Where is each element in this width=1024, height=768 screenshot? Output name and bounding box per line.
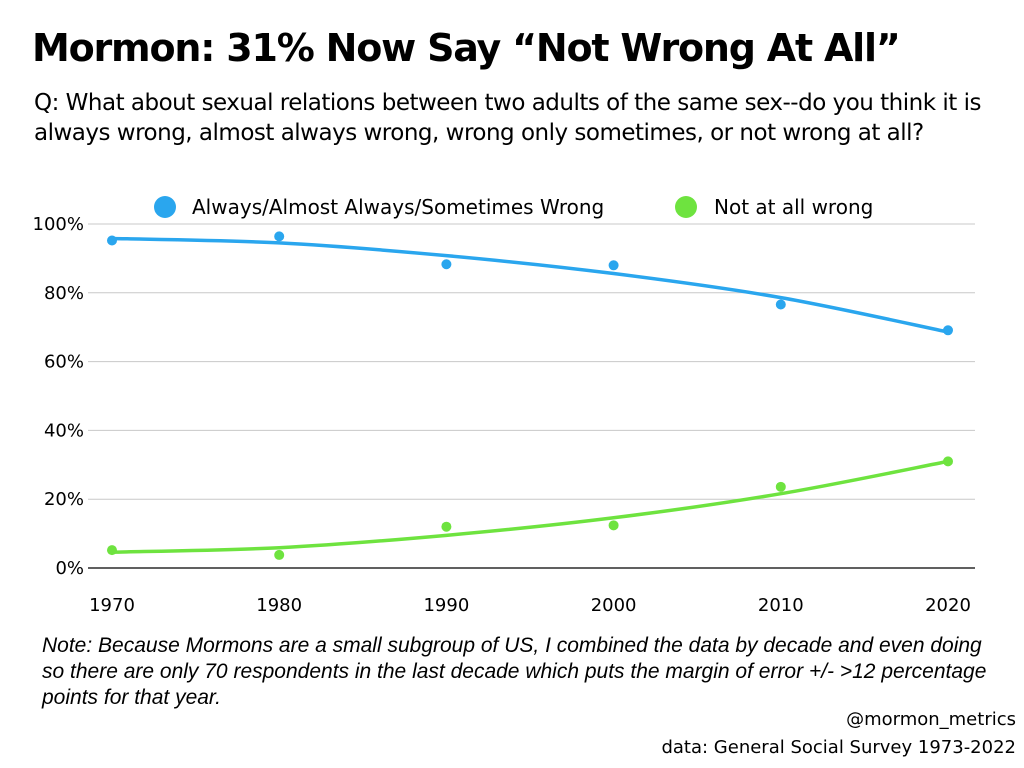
legend-label-0: Always/Almost Always/Sometimes Wrong	[192, 195, 604, 219]
x-tick-label: 1970	[89, 595, 135, 616]
data-point-0	[441, 259, 452, 270]
data-point-1	[441, 521, 452, 532]
trend-line-0	[110, 236, 950, 334]
x-tick-label: 1980	[256, 595, 302, 616]
x-tick-label: 2000	[591, 595, 637, 616]
legend-marker-1	[675, 196, 697, 218]
y-tick-label: 40%	[44, 420, 84, 441]
y-tick-label: 20%	[44, 489, 84, 510]
y-tick-label: 100%	[33, 214, 84, 235]
x-axis-ticks: 1970 1980 1990 2000 2010 2020	[89, 595, 971, 616]
y-tick-label: 0%	[55, 558, 84, 579]
line-chart: Always/Almost Always/Sometimes Wrong Not …	[33, 195, 975, 616]
legend: Always/Almost Always/Sometimes Wrong Not …	[154, 195, 873, 219]
x-tick-label: 1990	[423, 595, 469, 616]
data-point-0	[107, 235, 117, 246]
data-point-1	[107, 545, 117, 556]
survey-question: Q: What about sexual relations between t…	[34, 90, 981, 146]
x-tick-label: 2010	[758, 595, 804, 616]
data-point-1	[775, 481, 786, 492]
data-point-1	[274, 549, 285, 560]
methodology-note: Note: Because Mormons are a small subgro…	[42, 634, 987, 709]
legend-marker-0	[154, 196, 176, 218]
chart-title: Mormon: 31% Now Say “Not Wrong At All”	[32, 26, 901, 70]
trend-line-1	[110, 459, 950, 554]
data-point-0	[274, 231, 285, 242]
gridlines	[88, 223, 975, 569]
data-point-0	[775, 299, 786, 310]
data-point-1	[608, 520, 619, 531]
legend-label-1: Not at all wrong	[714, 195, 873, 219]
data-source: data: General Social Survey 1973-2022	[661, 737, 1016, 758]
y-tick-label: 60%	[44, 352, 84, 373]
credits: @mormon_metrics data: General Social Sur…	[661, 706, 1016, 762]
x-tick-label: 2020	[925, 595, 971, 616]
series-layer	[107, 231, 953, 560]
y-tick-label: 80%	[44, 283, 84, 304]
data-point-0	[943, 325, 953, 336]
data-point-1	[943, 456, 953, 467]
data-point-0	[608, 260, 619, 271]
author-handle: @mormon_metrics	[846, 709, 1016, 730]
y-axis-ticks: 0% 20% 40% 60% 80% 100%	[33, 214, 84, 579]
